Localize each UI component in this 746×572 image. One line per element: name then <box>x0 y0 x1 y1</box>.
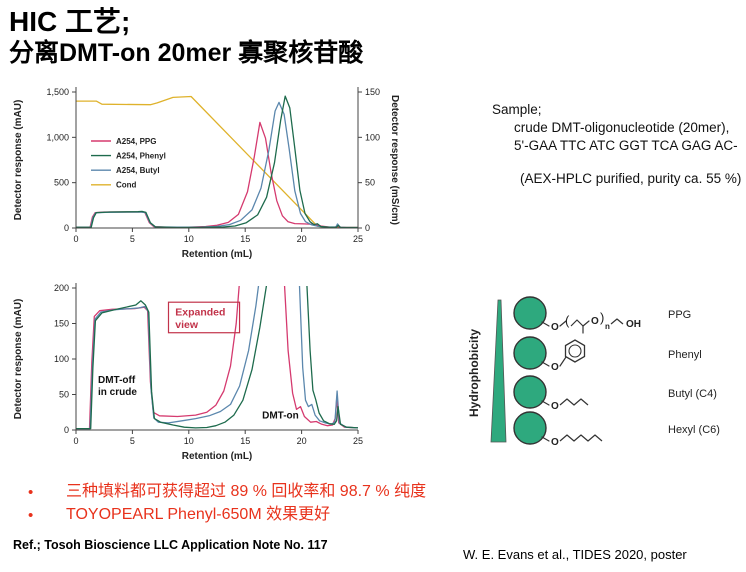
legend-label: A254, Butyl <box>116 166 160 175</box>
chart-annotation: in crude <box>98 387 137 398</box>
x-tick-label: 5 <box>130 234 135 244</box>
sample-description: Sample; crude DMT-oligonucleotide (20mer… <box>492 101 741 188</box>
ligand-label: PPG <box>668 309 691 321</box>
y-tick-label-left: 0 <box>64 223 69 233</box>
y-tick-label-left: 150 <box>54 319 69 329</box>
x-tick-label: 20 <box>297 234 307 244</box>
x-tick-label: 10 <box>184 436 194 446</box>
legend-label: A254, Phenyl <box>116 151 166 160</box>
sample-purity-note: (AEX-HPLC purified, purity ca. 55 %) <box>520 171 742 187</box>
benzene-ring-icon <box>564 339 586 363</box>
resin-bead-icon <box>513 336 547 370</box>
legend-label: A254, PPG <box>116 137 156 146</box>
hic-expanded-chart: 0 5 10 15 20 25 0 50 100 150 200 Retention (mL) Dete… <box>13 283 363 462</box>
x-tick-label: 10 <box>184 234 194 244</box>
bullet-dot: • <box>28 484 34 501</box>
title-line-1: HIC 工艺; <box>9 6 131 37</box>
svg-text:(: ( <box>565 313 570 328</box>
y-tick-label-left: 500 <box>54 178 69 188</box>
x-tick-label: 25 <box>353 436 363 446</box>
x-tick-label: 0 <box>73 234 78 244</box>
series-group <box>76 286 358 430</box>
title-line-2: 分离DMT-on 20mer 寡聚核苷酸 <box>9 39 364 68</box>
y-axis-label-left: Detector response (mAU) <box>13 100 24 221</box>
series-cond <box>76 95 358 229</box>
y-tick-label-right: 150 <box>365 87 380 97</box>
svg-text:): ) <box>600 310 604 325</box>
hic-overview-chart: 0 5 10 15 20 2505001,0001,500050100150Retenti… <box>13 87 400 260</box>
x-tick-label: 20 <box>297 436 307 446</box>
ligand-label: Hexyl (C6) <box>668 424 720 436</box>
bullet-text-toyopearl: TOYOPEARL Phenyl-650M 效果更好 <box>66 506 331 523</box>
y-tick-label-left: 50 <box>59 390 69 400</box>
y-tick-label-right: 50 <box>365 178 375 188</box>
credit-line: W. E. Evans et al., TIDES 2020, poster <box>463 547 687 562</box>
series-group <box>76 95 358 229</box>
series-a254-butyl <box>76 101 358 229</box>
oxygen-atom-label: O <box>551 362 559 373</box>
x-tick-label: 25 <box>353 234 363 244</box>
resin-bead-icon <box>513 296 547 330</box>
expanded-view-callout-text: view <box>175 319 199 331</box>
y-tick-label-left: 1,000 <box>46 132 69 142</box>
hydrophobicity-gradient-wedge <box>490 299 507 443</box>
series-a254-phenyl <box>76 286 358 430</box>
resin-bead-icon <box>513 411 547 445</box>
chart-annotation: DMT-off <box>98 375 136 386</box>
x-tick-label: 15 <box>240 436 250 446</box>
ligand-label: Butyl (C4) <box>668 388 717 400</box>
sample-heading: Sample; <box>492 102 542 117</box>
oxygen-atom-label: O <box>551 437 559 448</box>
bullet-item: • 三种填料都可获得超过 89 % 回收率和 98.7 % 纯度 <box>28 483 588 501</box>
bullet-text-recovery-purity: 三种填料都可获得超过 89 % 回收率和 98.7 % 纯度 <box>66 483 427 500</box>
y-tick-label-left: 100 <box>54 354 69 364</box>
conclusion-bullets: • 三种填料都可获得超过 89 % 回收率和 98.7 % 纯度 • TOYOP… <box>28 484 588 530</box>
y-axis-label-right: Detector response (mS/cm) <box>389 95 400 225</box>
y-axis-label-left: Detector response (mAU) <box>13 299 24 420</box>
y-tick-label-right: 100 <box>365 132 380 142</box>
x-tick-label: 15 <box>240 234 250 244</box>
sample-sequence: 5'-GAA TTC ATC GGT TCA GAG AC- <box>514 137 738 153</box>
oxygen-atom-label: O <box>551 322 559 333</box>
x-axis-label: Retention (mL) <box>182 249 253 260</box>
chart-annotation: DMT-on <box>262 411 299 422</box>
x-axis-label: Retention (mL) <box>182 451 253 462</box>
sample-line-1: crude DMT-oligonucleotide (20mer), <box>514 119 730 135</box>
bullet-dot: • <box>28 507 34 524</box>
y-tick-label-left: 0 <box>64 425 69 435</box>
ligand-label: Phenyl <box>668 349 702 361</box>
expanded-view-callout-text: Expanded <box>175 307 225 319</box>
hydrophobicity-axis-label: Hydrophobicity <box>467 329 481 417</box>
svg-text:O: O <box>591 316 599 327</box>
expanded-view-callout-box <box>167 301 241 334</box>
svg-text:n: n <box>605 322 610 331</box>
legend-label: Cond <box>116 181 137 190</box>
slide-title: HIC 工艺; 分离DMT-on 20mer 寡聚核苷酸 <box>9 6 363 68</box>
resin-bead-icon <box>513 375 547 409</box>
series-a254-butyl <box>76 286 358 430</box>
x-tick-label: 0 <box>73 436 78 446</box>
y-tick-label-left: 200 <box>54 283 69 293</box>
oxygen-atom-label: O <box>551 401 559 412</box>
series-a254-phenyl <box>76 95 358 229</box>
svg-text:OH: OH <box>626 319 641 330</box>
x-tick-label: 5 <box>130 436 135 446</box>
reference-note: Ref.; Tosoh Bioscience LLC Application N… <box>13 538 328 552</box>
hydrophobicity-ligand-diagram: Hydrophobicity O ( O)n OH PPG O Phenyl O Butyl (C… <box>467 296 720 448</box>
y-tick-label-right: 0 <box>365 223 370 233</box>
y-tick-label-left: 1,500 <box>46 87 69 97</box>
bullet-item: • TOYOPEARL Phenyl-650M 效果更好 <box>28 506 588 524</box>
